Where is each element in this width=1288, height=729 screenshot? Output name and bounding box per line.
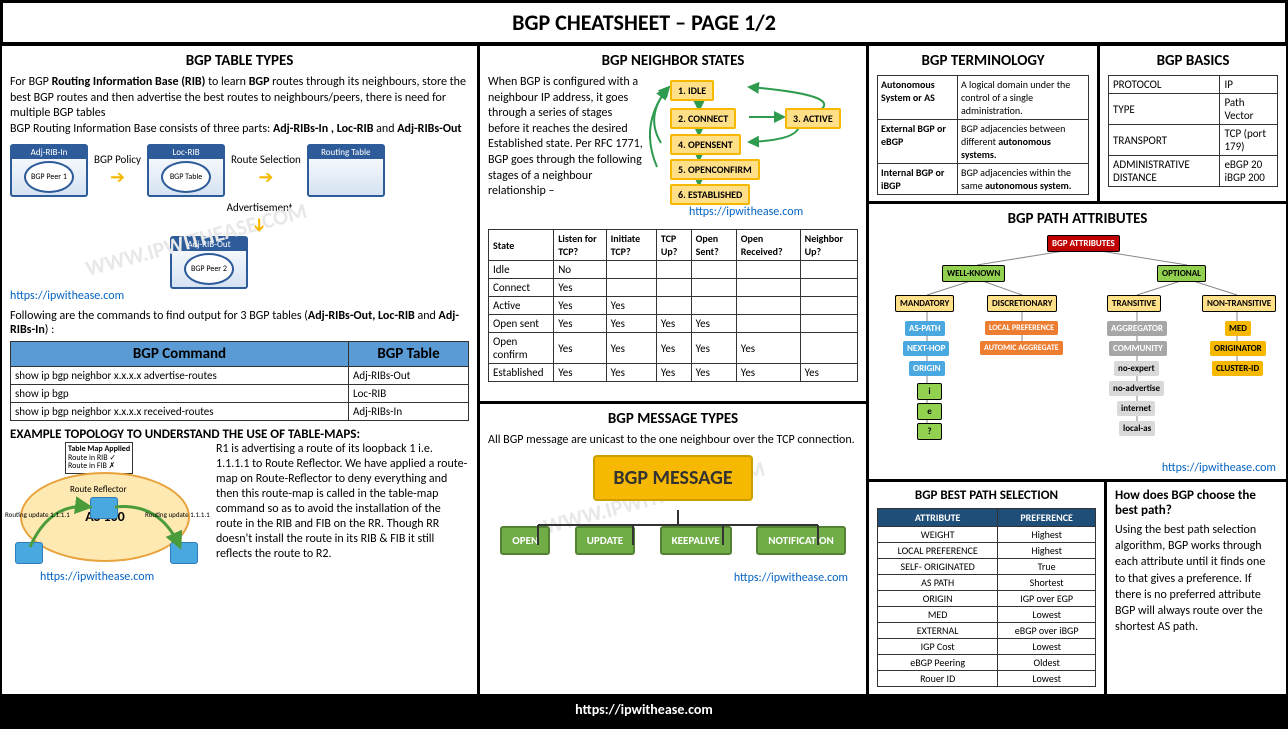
link-3[interactable]: https://ipwithease.com [689, 205, 803, 219]
topo-text: R1 is advertising a route of its loopbac… [216, 442, 469, 582]
best-a: Using the best path selection algorithm,… [1115, 522, 1278, 635]
link-2[interactable]: https://ipwithease.com [40, 570, 154, 584]
attrs-title: BGP PATH ATTRIBUTES [877, 210, 1278, 228]
router-icon [170, 542, 198, 564]
topo-title: EXAMPLE TOPOLOGY TO UNDERSTAND THE USE O… [10, 427, 469, 442]
states-table: StateListen for TCP?Initiate TCP?TCP Up?… [488, 229, 858, 382]
term-title: BGP TERMINOLOGY [877, 52, 1089, 70]
table-types-title: BGP TABLE TYPES [10, 52, 469, 70]
footer-url: https://ipwithease.com [2, 697, 1286, 722]
best-title: BGP BEST PATH SELECTION [877, 488, 1096, 503]
table-types-intro: For BGP Routing Information Base (RIB) t… [10, 75, 469, 122]
msg-intro: All BGP message are unicast to the one n… [488, 433, 858, 447]
link-1[interactable]: https://ipwithease.com [10, 289, 124, 303]
topology-diagram: Table Map Applied Route in RIB ✓ Route i… [10, 442, 210, 582]
attr-tree: BGP ATTRIBUTES WELL-KNOWN OPTIONAL MANDA… [877, 233, 1278, 433]
basics-table: PROTOCOLIP TYPEPath Vector TRANSPORTTCP … [1108, 75, 1278, 187]
neighbor-title: BGP NEIGHBOR STATES [488, 52, 858, 70]
best-q: How does BGP choose the best path? [1115, 488, 1278, 518]
link-5[interactable]: https://ipwithease.com [1162, 461, 1276, 475]
page-title: BGP CHEATSHEET – PAGE 1/2 [2, 2, 1286, 43]
table-types-intro2: BGP Routing Information Base consists of… [10, 122, 469, 136]
router-icon [90, 497, 118, 519]
term-table: Autonomous System or ASA logical domain … [877, 75, 1089, 195]
cmd-intro: Following are the commands to find outpu… [10, 309, 469, 337]
rib-flow-diagram: Adj-RIB-InBGP Peer 1 BGP Policy➔ Loc-RIB… [10, 144, 469, 197]
basics-title: BGP BASICS [1108, 52, 1278, 70]
state-diagram: 1. IDLE 2. CONNECT 3. ACTIVE 4. OPENSENT… [649, 75, 858, 225]
neighbor-text: When BGP is configured with a neighbour … [488, 75, 643, 225]
msg-title: BGP MESSAGE TYPES [488, 410, 858, 428]
best-path-table: ATTRIBUTEPREFERENCEWEIGHTHighestLOCAL PR… [877, 508, 1096, 687]
router-icon [15, 542, 43, 564]
rib-adv-arrow: Advertisement ➔ Adj-RIB-OutBGP Peer 2 [10, 201, 469, 289]
msg-diagram: BGP MESSAGE OPEN UPDATE KEEPALIVE NOTIFI… [488, 455, 858, 585]
link-4[interactable]: https://ipwithease.com [734, 571, 848, 585]
cmd-table: BGP CommandBGP Table show ip bgp neighbo… [10, 341, 469, 421]
